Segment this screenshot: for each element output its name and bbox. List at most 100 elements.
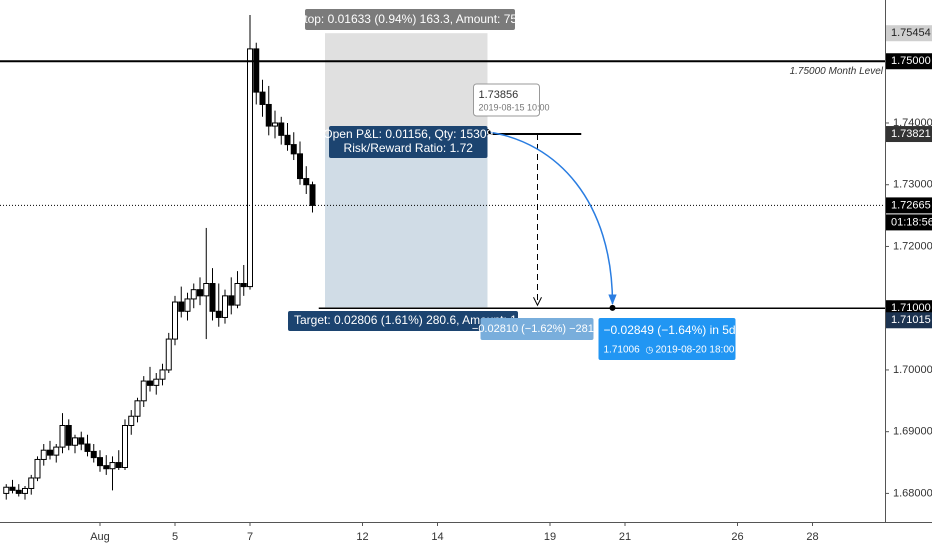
candle-body	[72, 437, 78, 446]
y-tick-label: 1.69000	[893, 426, 932, 438]
forecast-end	[609, 304, 616, 311]
stop-label: Stop: 0.01633 (0.94%) 163.3, Amount: 750	[296, 12, 524, 26]
current-price-label-box	[886, 197, 932, 214]
candle-body	[90, 450, 97, 459]
measure-arrow	[533, 297, 542, 307]
month-level-text: 1.75000 Month Level	[790, 66, 884, 77]
candle-body	[128, 415, 135, 427]
measure-label: −0.02810 (−1.62%) −281.0	[472, 323, 603, 335]
x-tick-label: 7	[247, 531, 253, 543]
candle-body	[228, 295, 235, 306]
candle-body	[59, 425, 66, 448]
forecast-arrow	[487, 131, 617, 305]
candle-body	[165, 338, 172, 371]
x-tick-label: 19	[544, 531, 556, 543]
pnl-box	[329, 126, 488, 158]
stop-price-label: 1.75454	[891, 27, 931, 39]
target-label-box	[288, 311, 518, 331]
candle-body	[115, 462, 122, 468]
x-tick-label: 21	[619, 531, 631, 543]
candle-body	[40, 449, 47, 460]
candle-body	[153, 378, 160, 386]
candle-body	[309, 184, 316, 206]
tooltip-date: 2019-08-15 10:00	[479, 102, 550, 112]
stop-label-box	[305, 9, 515, 30]
candle-body	[159, 369, 166, 380]
y-tick-label: 1.73000	[893, 179, 932, 191]
x-tick-label: 12	[356, 531, 368, 543]
x-tick-label: Aug	[90, 531, 110, 543]
forecast-clock: ◷	[646, 344, 654, 354]
y-tick-label: 1.70000	[893, 364, 932, 376]
candle-body	[122, 425, 128, 468]
candle-body	[272, 122, 278, 127]
candle-body	[265, 103, 272, 127]
candle-body	[259, 91, 266, 105]
candle-body	[172, 301, 178, 340]
candle-body	[247, 48, 253, 288]
candle-body	[53, 446, 60, 456]
candle-body	[28, 477, 35, 489]
candle-body	[47, 449, 53, 456]
level2-price-label-box	[886, 300, 932, 317]
x-tick-label: 26	[731, 531, 743, 543]
forecast-box	[598, 318, 736, 360]
candle-body	[134, 400, 141, 417]
candle-body	[140, 380, 147, 402]
candle-body	[34, 458, 41, 479]
candle-body	[9, 486, 16, 491]
countdown-box	[886, 214, 932, 231]
candle-body	[65, 425, 72, 446]
candle-body	[109, 462, 116, 470]
level-price-label: 1.75000	[891, 55, 931, 67]
tooltip-box	[473, 83, 540, 117]
stop-zone	[325, 33, 488, 135]
candle-body	[222, 295, 228, 318]
candle-body	[240, 283, 247, 288]
candle-body	[297, 153, 303, 180]
y-tick-label: 1.72000	[893, 240, 932, 252]
x-tick-label: 28	[806, 531, 818, 543]
candle-body	[147, 380, 153, 386]
entry-price-label: 1.73821	[891, 128, 931, 140]
candle-body	[97, 457, 103, 467]
measure-box	[480, 318, 594, 340]
candle-body	[234, 283, 241, 306]
candle-body	[103, 465, 110, 470]
target-zone	[325, 134, 488, 308]
current-price-label: 1.72665	[891, 199, 931, 211]
target-price-label-box	[886, 312, 932, 329]
candle-body	[215, 310, 222, 318]
tooltip-price: 1.73856	[479, 89, 519, 101]
y-tick-label: 1.74000	[893, 117, 932, 129]
forecast-date: 2019-08-20 18:00	[656, 345, 735, 356]
candle-body	[203, 283, 210, 297]
candle-body	[253, 48, 260, 93]
candle-body	[22, 487, 28, 494]
candle-body	[190, 289, 197, 300]
x-tick-label: 5	[172, 531, 178, 543]
rr-label: Risk/Reward Ratio: 1.72	[344, 141, 474, 155]
candle-body	[290, 144, 297, 155]
candle-body	[3, 486, 10, 494]
y-tick-label: 1.68000	[893, 487, 932, 499]
candle-body	[284, 134, 291, 146]
level-price-label-box	[886, 53, 932, 70]
countdown: 01:18:56	[891, 216, 932, 228]
candle-body	[78, 437, 85, 445]
forecast-label: −0.02849 (−1.64%) in 5d 8h	[604, 323, 753, 337]
stop-price-label-box	[886, 25, 932, 42]
pnl-label: Open P&L: 0.01156, Qty: 15309	[323, 127, 493, 141]
target-price-label: 1.71015	[891, 314, 931, 326]
candle-body	[178, 301, 185, 312]
level2-price-label: 1.71000	[891, 302, 931, 314]
candle-body	[209, 283, 216, 312]
candle-body	[184, 298, 191, 312]
entry-price-label-box	[886, 126, 932, 143]
x-tick-label: 14	[431, 531, 443, 543]
candle-body	[84, 443, 91, 452]
candle-body	[15, 489, 22, 494]
candle-body	[197, 289, 203, 297]
forecast-price: 1.71006	[604, 345, 641, 356]
